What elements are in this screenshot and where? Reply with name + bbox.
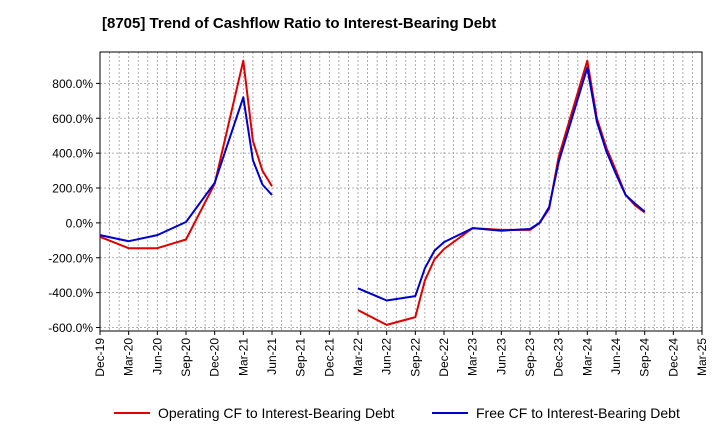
legend-swatch-operating-cf (114, 412, 150, 414)
x-tick-label: Jun-23 (494, 338, 508, 375)
x-tick-label: Mar-24 (580, 338, 594, 376)
x-tick-label: Mar-22 (351, 338, 365, 376)
x-tick-label: Dec-23 (552, 338, 566, 377)
x-tick-label: Sep-22 (408, 338, 422, 377)
y-tick-label: -600.0% (48, 321, 93, 335)
y-tick-label: -400.0% (48, 286, 93, 300)
chart-title: [8705] Trend of Cashflow Ratio to Intere… (102, 15, 497, 32)
x-tick-label: Sep-21 (294, 338, 308, 377)
plot-frame (99, 51, 703, 332)
x-tick-label: Sep-24 (638, 338, 652, 377)
x-tick-label: Jun-22 (380, 338, 394, 375)
legend-label-free-cf: Free CF to Interest-Bearing Debt (476, 405, 680, 421)
x-tick-label: Dec-20 (208, 338, 222, 377)
legend-label-operating-cf: Operating CF to Interest-Bearing Debt (158, 405, 395, 421)
x-tick-label: Dec-22 (437, 338, 451, 377)
x-tick-label: Sep-20 (179, 338, 193, 377)
x-tick-label: Mar-23 (466, 338, 480, 376)
legend: Operating CF to Interest-Bearing Debt Fr… (0, 405, 720, 425)
y-tick-label: -200.0% (48, 251, 93, 265)
x-tick-label: Sep-23 (523, 338, 537, 377)
x-tick-label: Jun-24 (609, 338, 623, 375)
x-tick-label: Dec-24 (666, 338, 680, 377)
x-tick-label: Dec-21 (322, 338, 336, 377)
series-layer (99, 59, 646, 326)
y-tick-label: 0.0% (66, 216, 94, 230)
series-line-1 (357, 66, 646, 302)
x-axis: Dec-19 Mar-20 Jun-20 Sep-20 Dec-20 Mar-21 Jun-… (93, 331, 709, 377)
grid (100, 52, 702, 331)
y-tick-label: 200.0% (52, 182, 93, 196)
y-tick-label: 600.0% (52, 112, 93, 126)
x-tick-label: Dec-19 (93, 338, 107, 377)
y-tick-label: 400.0% (52, 147, 93, 161)
series-line-1 (99, 96, 273, 243)
legend-swatch-free-cf (432, 412, 468, 414)
legend-item-operating-cf: Operating CF to Interest-Bearing Debt (114, 405, 395, 421)
x-tick-label: Jun-20 (150, 338, 164, 375)
y-axis: 800.0% 600.0% 400.0% 200.0% 0.0% -200.0% -400.… (48, 77, 100, 335)
x-tick-label: Mar-21 (236, 338, 250, 376)
y-tick-label: 800.0% (52, 77, 93, 91)
x-tick-label: Jun-21 (265, 338, 279, 375)
legend-item-free-cf: Free CF to Interest-Bearing Debt (432, 405, 680, 421)
x-tick-label: Mar-20 (122, 338, 136, 376)
x-tick-label: Mar-25 (695, 338, 709, 376)
